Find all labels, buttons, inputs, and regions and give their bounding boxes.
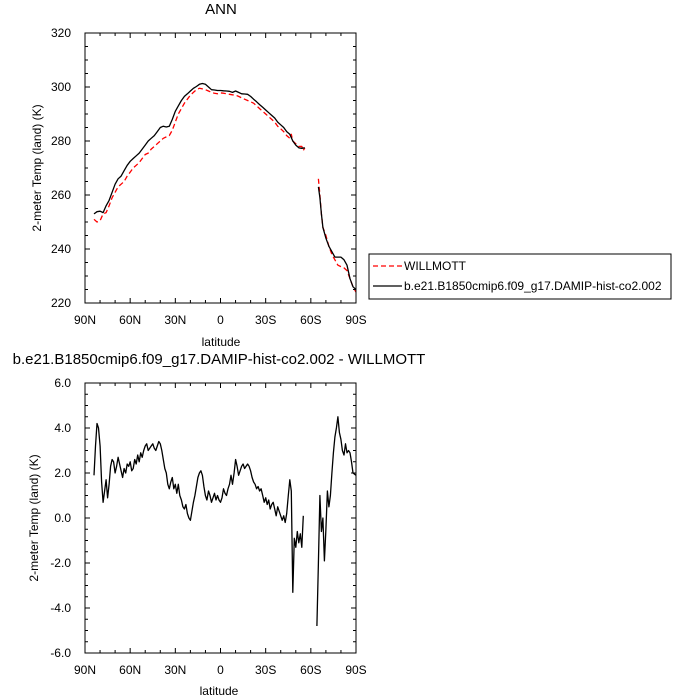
top-y-tick-label: 300 bbox=[51, 80, 71, 94]
bottom-x-axis: 90N 60N 30N 0 30S 60S 90S bbox=[74, 383, 367, 677]
bottom-y-tick-label: -2.0 bbox=[50, 556, 71, 570]
bottom-y-axis: -6.0 -4.0 -2.0 0.0 2.0 4.0 6.0 bbox=[50, 376, 356, 660]
bottom-x-tick-label: 60N bbox=[119, 663, 141, 677]
bottom-x-axis-label: latitude bbox=[200, 684, 239, 698]
top-y-tick-label: 280 bbox=[51, 134, 71, 148]
top-x-tick-label: 30N bbox=[164, 313, 186, 327]
legend-box bbox=[368, 253, 672, 300]
top-y-axis: 220 240 260 280 300 320 bbox=[51, 26, 356, 310]
bottom-series-group bbox=[93, 416, 357, 627]
bottom-y-tick-label: -4.0 bbox=[50, 601, 71, 615]
top-x-axis-label: latitude bbox=[202, 335, 241, 349]
bottom-y-tick-label: 2.0 bbox=[54, 466, 71, 480]
top-x-tick-label: 90N bbox=[74, 313, 96, 327]
bottom-y-tick-label: 6.0 bbox=[54, 376, 71, 390]
bottom-series-0-line-segment-0 bbox=[93, 422, 304, 593]
bottom-x-tick-label: 90N bbox=[74, 663, 96, 677]
top-x-tick-label: 30S bbox=[255, 313, 276, 327]
top-x-tick-label: 60N bbox=[119, 313, 141, 327]
bottom-x-tick-label: 0 bbox=[217, 663, 224, 677]
top-series-0-line-segment-0 bbox=[93, 87, 306, 223]
bottom-panel: b.e21.B1850cmip6.f09_g17.DAMIP-hist-co2.… bbox=[13, 351, 426, 698]
top-y-tick-label: 320 bbox=[51, 26, 71, 40]
top-y-axis-label: 2-meter Temp (land) (K) bbox=[30, 104, 44, 231]
bottom-y-axis-label: 2-meter Temp (land) (K) bbox=[27, 454, 41, 581]
top-series-group bbox=[93, 82, 357, 293]
bottom-y-tick-label: 4.0 bbox=[54, 421, 71, 435]
bottom-x-tick-label: 30N bbox=[164, 663, 186, 677]
bottom-x-tick-label: 90S bbox=[345, 663, 366, 677]
top-series-1-line-segment-0 bbox=[93, 82, 305, 215]
top-y-tick-label: 260 bbox=[51, 188, 71, 202]
top-chart-title: ANN bbox=[205, 1, 237, 18]
top-x-tick-label: 60S bbox=[300, 313, 321, 327]
top-x-tick-label: 0 bbox=[217, 313, 224, 327]
legend-label-model: b.e21.B1850cmip6.f09_g17.DAMIP-hist-co2.… bbox=[404, 279, 662, 293]
bottom-y-tick-label: -6.0 bbox=[50, 646, 71, 660]
legend-label-willmott: WILLMOTT bbox=[404, 259, 467, 273]
top-series-0-line-segment-1 bbox=[317, 178, 357, 293]
top-y-tick-label: 220 bbox=[51, 296, 71, 310]
top-x-axis: 90N 60N 30N 0 30S 60S 90S bbox=[74, 33, 367, 327]
top-x-tick-label: 90S bbox=[345, 313, 366, 327]
bottom-chart-title: b.e21.B1850cmip6.f09_g17.DAMIP-hist-co2.… bbox=[13, 351, 426, 368]
top-y-tick-label: 240 bbox=[51, 242, 71, 256]
bottom-y-tick-label: 0.0 bbox=[54, 511, 71, 525]
bottom-x-tick-label: 30S bbox=[255, 663, 276, 677]
bottom-series-0-line-segment-1 bbox=[316, 416, 357, 627]
bottom-plot-frame bbox=[84, 382, 357, 654]
legend: WILLMOTT b.e21.B1850cmip6.f09_g17.DAMIP-… bbox=[368, 253, 672, 300]
top-series-1-line-segment-1 bbox=[317, 186, 357, 290]
bottom-x-tick-label: 60S bbox=[300, 663, 321, 677]
